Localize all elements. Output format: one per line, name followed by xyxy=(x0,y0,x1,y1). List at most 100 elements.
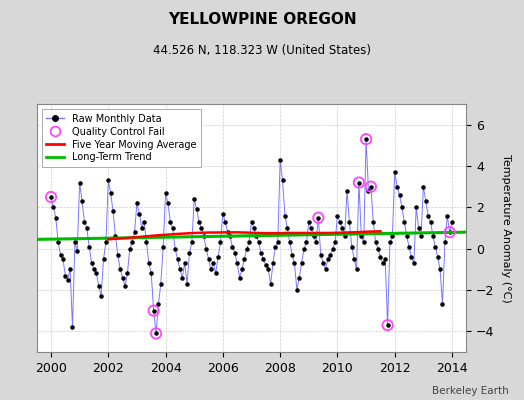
Point xyxy=(238,266,246,272)
Point xyxy=(367,184,375,190)
Point xyxy=(47,194,55,200)
Point xyxy=(204,256,213,262)
Point xyxy=(176,266,184,272)
Point xyxy=(80,218,89,225)
Point xyxy=(355,179,363,186)
Point xyxy=(445,229,454,235)
Point xyxy=(350,256,358,262)
Point xyxy=(384,322,392,328)
Point xyxy=(111,233,119,240)
Point xyxy=(336,218,344,225)
Point xyxy=(388,233,397,240)
Point xyxy=(54,239,62,246)
Point xyxy=(321,266,330,272)
Point xyxy=(316,252,325,258)
Point xyxy=(441,239,449,246)
Point xyxy=(374,246,382,252)
Point xyxy=(379,260,387,266)
Point xyxy=(414,225,423,231)
Point xyxy=(286,239,294,246)
Point xyxy=(195,218,203,225)
Point xyxy=(400,218,409,225)
Point xyxy=(245,239,253,246)
Point xyxy=(143,239,151,246)
Point xyxy=(183,281,191,287)
Point xyxy=(436,266,444,272)
Point xyxy=(386,239,394,246)
Point xyxy=(149,308,158,314)
Point xyxy=(88,260,96,266)
Point xyxy=(116,266,124,272)
Point xyxy=(419,184,428,190)
Point xyxy=(369,218,377,225)
Point xyxy=(59,256,67,262)
Point xyxy=(393,184,401,190)
Point xyxy=(231,250,239,256)
Point xyxy=(212,270,220,277)
Point xyxy=(152,330,160,337)
Point xyxy=(166,218,174,225)
Point xyxy=(257,250,265,256)
Point xyxy=(405,243,413,250)
Point xyxy=(329,246,337,252)
Point xyxy=(304,218,313,225)
Point xyxy=(402,233,411,240)
Point xyxy=(226,233,234,240)
Point xyxy=(445,229,454,235)
Point xyxy=(63,276,72,283)
Point xyxy=(427,218,435,225)
Point xyxy=(295,274,303,281)
Point xyxy=(137,225,146,231)
Point xyxy=(104,177,113,184)
Point xyxy=(83,225,91,231)
Point xyxy=(319,260,328,266)
Point xyxy=(66,266,74,272)
Point xyxy=(73,248,81,254)
Point xyxy=(269,260,277,266)
Point xyxy=(154,301,162,308)
Point xyxy=(372,239,380,246)
Point xyxy=(207,266,215,272)
Point xyxy=(71,239,79,246)
Point xyxy=(97,293,105,299)
Point xyxy=(293,287,301,293)
Point xyxy=(190,196,199,202)
Point xyxy=(149,308,158,314)
Point xyxy=(214,254,222,260)
Point xyxy=(240,256,248,262)
Point xyxy=(278,177,287,184)
Point xyxy=(197,225,205,231)
Point xyxy=(259,256,268,262)
Point xyxy=(429,233,437,240)
Point xyxy=(233,260,242,266)
Point xyxy=(180,260,189,266)
Point xyxy=(90,266,98,272)
Point xyxy=(135,210,144,217)
Point xyxy=(78,198,86,204)
Point xyxy=(307,225,315,231)
Point xyxy=(410,260,418,266)
Point xyxy=(362,136,370,142)
Point xyxy=(343,188,351,194)
Y-axis label: Temperature Anomaly (°C): Temperature Anomaly (°C) xyxy=(501,154,511,302)
Point xyxy=(412,204,420,210)
Point xyxy=(309,233,318,240)
Point xyxy=(288,252,296,258)
Point xyxy=(261,262,270,268)
Point xyxy=(314,214,323,221)
Point xyxy=(100,256,108,262)
Point xyxy=(345,218,354,225)
Point xyxy=(326,252,334,258)
Point xyxy=(169,225,177,231)
Point xyxy=(314,214,323,221)
Point xyxy=(302,239,311,246)
Point xyxy=(341,233,349,240)
Point xyxy=(359,239,368,246)
Point xyxy=(47,194,55,200)
Point xyxy=(431,243,440,250)
Point xyxy=(338,225,346,231)
Point xyxy=(68,324,77,330)
Point xyxy=(173,256,182,262)
Point xyxy=(281,212,289,219)
Point xyxy=(152,330,160,337)
